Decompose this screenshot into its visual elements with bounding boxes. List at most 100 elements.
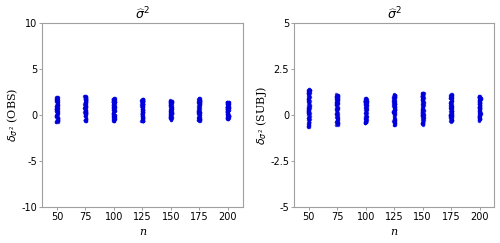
Point xyxy=(362,120,370,124)
Point xyxy=(476,117,484,121)
Point xyxy=(390,110,398,114)
Point xyxy=(110,96,118,100)
Point xyxy=(110,99,118,103)
Point xyxy=(196,108,203,112)
Point xyxy=(168,101,175,105)
Point xyxy=(111,97,119,101)
Point xyxy=(82,99,90,103)
Point xyxy=(109,108,117,112)
Point xyxy=(362,99,370,103)
Point xyxy=(82,111,90,115)
Point xyxy=(391,118,399,122)
Point xyxy=(224,108,232,112)
Point xyxy=(166,116,174,120)
Point xyxy=(138,118,146,122)
Point xyxy=(361,121,369,125)
Point xyxy=(194,101,202,105)
Point xyxy=(418,94,426,97)
Point xyxy=(334,97,342,101)
Point xyxy=(166,109,174,113)
Point xyxy=(138,99,146,103)
Point xyxy=(223,117,231,121)
Point xyxy=(448,104,456,108)
Point xyxy=(362,97,370,101)
Point xyxy=(448,93,456,97)
Point xyxy=(446,114,454,118)
Point xyxy=(362,120,370,123)
Point xyxy=(138,99,146,103)
Point xyxy=(332,106,340,110)
Point xyxy=(304,92,312,96)
Point xyxy=(334,123,342,127)
Point xyxy=(419,112,427,116)
Point xyxy=(448,98,456,102)
Point xyxy=(361,99,369,103)
Point xyxy=(334,109,342,113)
Point xyxy=(419,98,427,102)
Point xyxy=(52,109,60,113)
Point xyxy=(195,116,203,120)
Point xyxy=(476,114,484,118)
Point xyxy=(225,100,233,104)
Point xyxy=(166,103,174,107)
Point xyxy=(110,113,118,117)
Point xyxy=(391,118,399,122)
Point xyxy=(362,108,370,112)
Point xyxy=(109,114,117,118)
Point xyxy=(224,111,232,115)
Point xyxy=(52,107,60,111)
Point xyxy=(304,121,312,125)
Point xyxy=(110,98,118,102)
Point xyxy=(81,95,89,99)
Point xyxy=(361,116,369,120)
Point xyxy=(223,115,231,119)
Point xyxy=(194,110,202,114)
Point xyxy=(109,98,117,102)
Point xyxy=(82,95,90,99)
Point xyxy=(304,90,312,94)
Point xyxy=(361,98,369,102)
Point xyxy=(168,116,175,120)
Point xyxy=(196,110,204,113)
Point xyxy=(475,105,483,109)
Point xyxy=(110,104,118,108)
Point xyxy=(139,109,147,113)
Point xyxy=(476,105,484,109)
Point xyxy=(391,105,399,109)
Point xyxy=(362,118,370,122)
Point xyxy=(332,116,340,120)
Point xyxy=(110,117,118,121)
Point xyxy=(54,113,62,117)
Point xyxy=(80,114,88,118)
Point xyxy=(110,105,118,109)
Point xyxy=(166,111,174,115)
Point xyxy=(224,115,232,119)
Point xyxy=(304,111,312,115)
Point xyxy=(82,116,90,120)
Point xyxy=(52,120,60,124)
Point xyxy=(476,102,484,106)
Point xyxy=(390,123,398,127)
Point xyxy=(52,119,60,123)
Point xyxy=(110,97,118,101)
Point xyxy=(138,114,146,118)
Point xyxy=(362,103,370,107)
Point xyxy=(304,94,312,98)
Point xyxy=(52,96,60,100)
Point xyxy=(223,100,231,104)
Point xyxy=(167,117,175,121)
Point xyxy=(139,98,147,102)
Point xyxy=(167,108,175,112)
Point xyxy=(390,105,398,109)
Point xyxy=(111,116,119,120)
Point xyxy=(304,110,312,113)
Point xyxy=(109,105,117,109)
Point xyxy=(168,100,175,104)
Point xyxy=(420,100,428,104)
Point xyxy=(446,119,454,123)
Point xyxy=(332,104,340,107)
Point xyxy=(418,91,426,95)
Point xyxy=(109,113,117,117)
Point xyxy=(110,98,118,102)
Point xyxy=(54,108,62,112)
